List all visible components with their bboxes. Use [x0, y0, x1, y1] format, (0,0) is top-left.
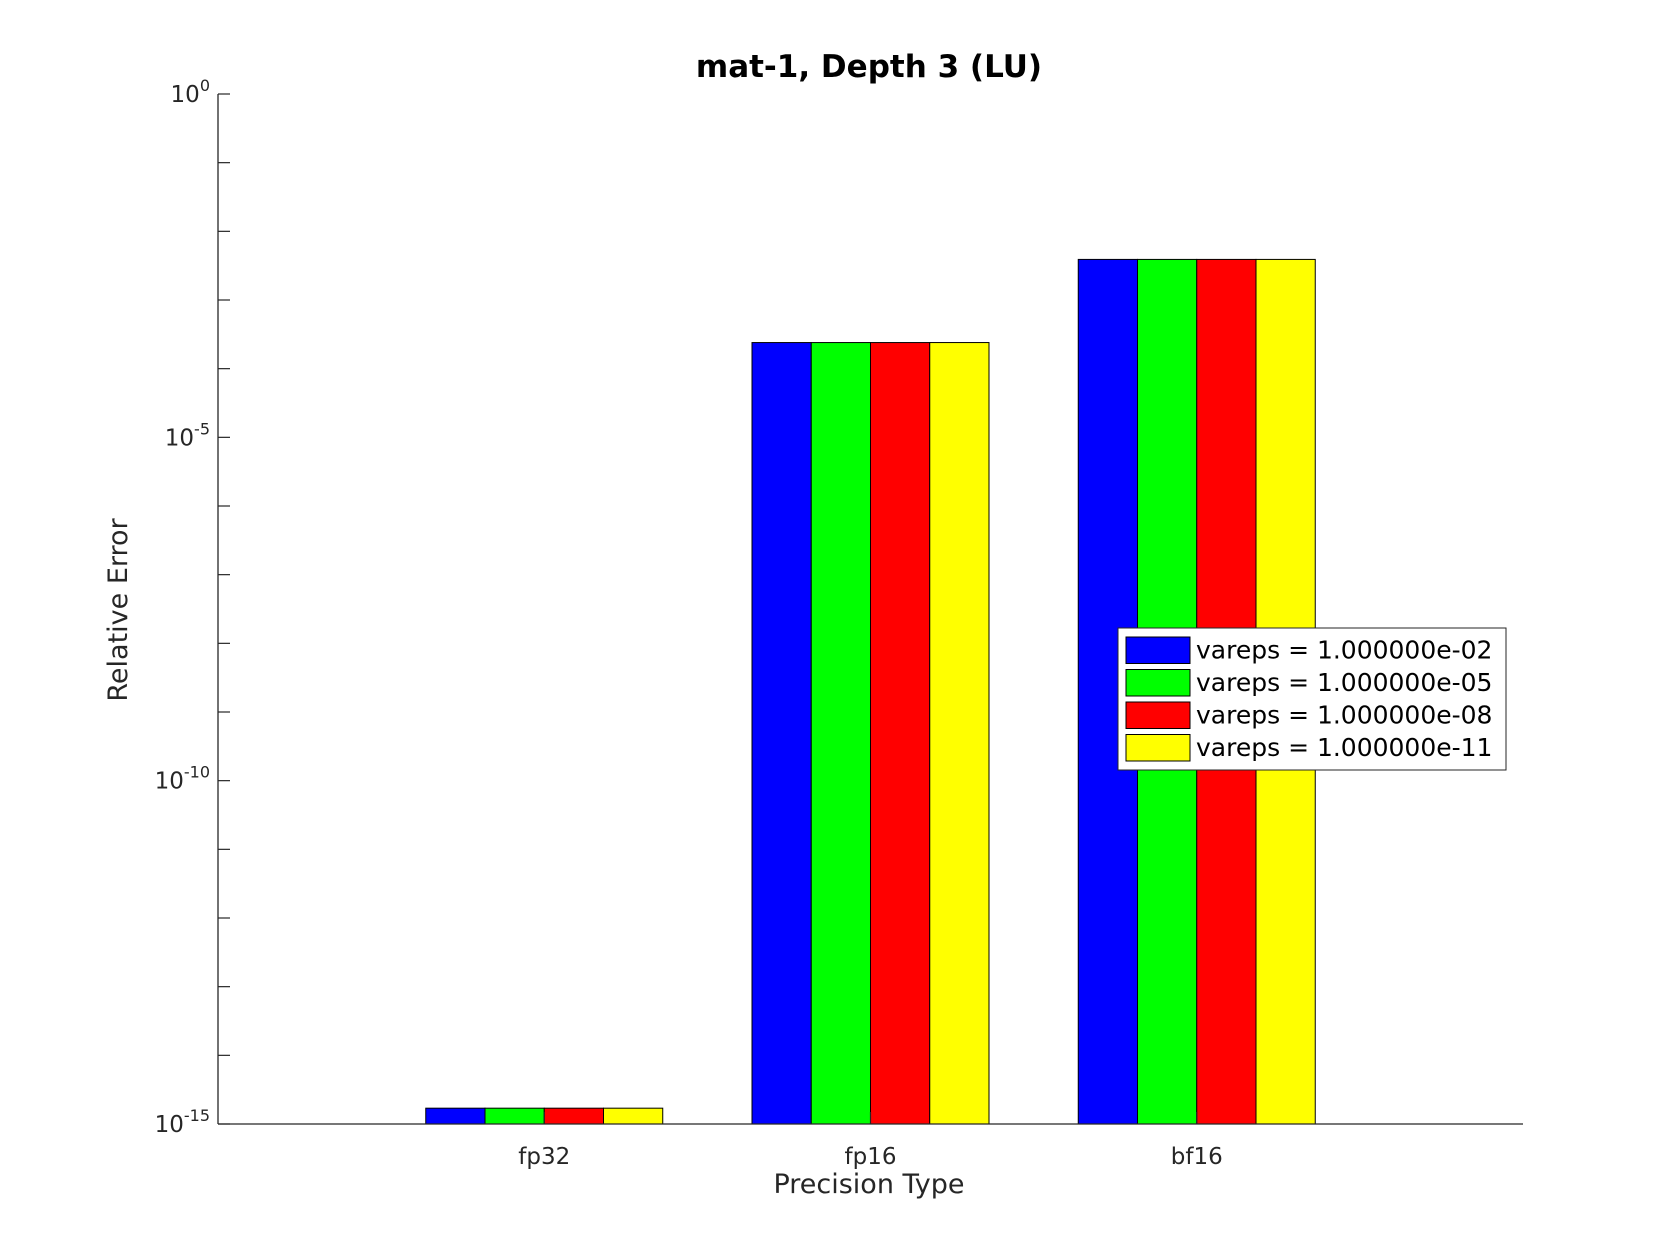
legend-swatch — [1125, 636, 1191, 664]
x-ticks: fp32 fp16 bf16 — [518, 1112, 1223, 1170]
legend-entry-label: vareps = 1.000000e-08 — [1196, 701, 1492, 730]
legend-entry-label: vareps = 1.000000e-11 — [1196, 733, 1492, 762]
y-tick-label: 10-5 — [165, 419, 210, 451]
bar-fp32-series-2 — [484, 1107, 545, 1125]
legend-swatch — [1125, 701, 1191, 729]
x-tick-label: fp16 — [845, 1144, 897, 1170]
bar-fp32-series-4 — [603, 1107, 664, 1125]
x-tick-label: fp32 — [518, 1144, 570, 1170]
bar-fp32-series-1 — [425, 1107, 486, 1125]
legend-swatch — [1125, 734, 1191, 762]
legend: vareps = 1.000000e-02 vareps = 1.000000e-… — [1117, 627, 1507, 771]
x-tick-label: bf16 — [1171, 1144, 1223, 1170]
legend-entry-label: vareps = 1.000000e-05 — [1196, 668, 1492, 697]
bar-fp16-series-1 — [751, 342, 812, 1125]
legend-entry-label: vareps = 1.000000e-02 — [1196, 636, 1492, 665]
x-axis-label: Precision Type — [773, 1169, 964, 1200]
y-tick-label: 10-10 — [155, 763, 210, 795]
legend-swatch — [1125, 669, 1191, 697]
bar-fp16-series-4 — [929, 342, 990, 1125]
y-axis-label: Relative Error — [103, 517, 134, 701]
bar-fp16-series-2 — [810, 342, 871, 1125]
y-tick-label: 100 — [171, 76, 210, 108]
y-ticks: 10-15 10-10 10-5 100 — [155, 76, 230, 1138]
bar-fp16-series-3 — [870, 342, 931, 1125]
chart-title: mat-1, Depth 3 (LU) — [696, 49, 1042, 85]
bar-fp32-series-3 — [543, 1107, 604, 1125]
y-tick-label: 10-15 — [155, 1106, 210, 1138]
